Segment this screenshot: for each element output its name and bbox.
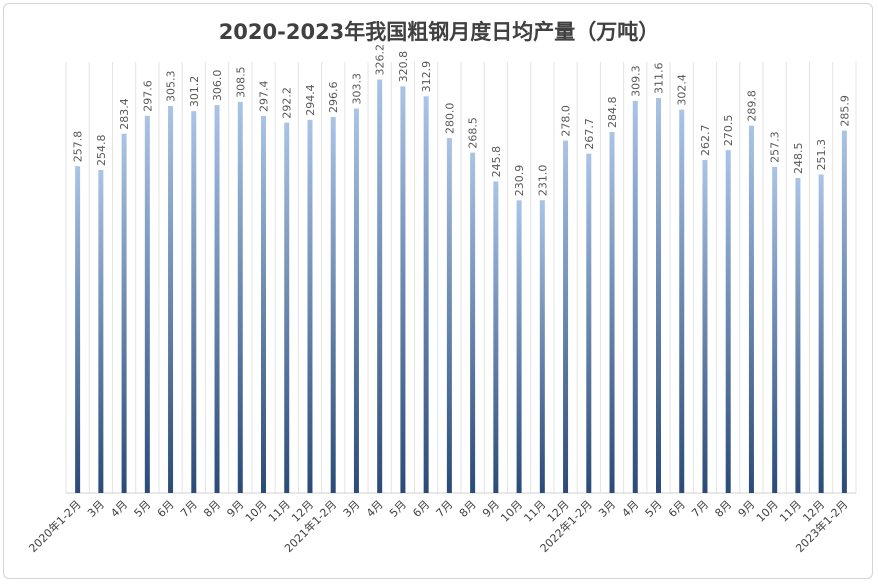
bar	[795, 177, 801, 494]
bar	[284, 122, 290, 493]
bar	[772, 166, 778, 493]
bar	[841, 130, 847, 493]
data-label: 302.4	[676, 74, 689, 106]
bar	[748, 125, 754, 494]
x-tick-label: 5月	[132, 498, 154, 520]
data-label: 296.6	[327, 82, 340, 114]
data-label: 311.6	[653, 63, 666, 95]
data-label: 284.8	[606, 96, 619, 128]
x-tick-label: 4月	[364, 498, 386, 520]
x-tick-labels: 2020年1-2月 3月 4月 5月 6月 7月 8月 9月10月11月12月2021年1-2…	[26, 497, 851, 555]
x-tick-label: 3月	[85, 498, 107, 520]
bar	[353, 108, 359, 493]
bar	[423, 96, 429, 493]
data-label: 320.8	[397, 51, 410, 83]
x-tick-label: 8月	[201, 498, 223, 520]
x-tick-label: 4月	[108, 498, 130, 520]
x-tick-label: 5月	[387, 498, 409, 520]
x-tick-label: 4月	[619, 498, 641, 520]
bar	[656, 98, 661, 494]
bar	[400, 86, 406, 494]
x-tick-label: 7月	[178, 498, 200, 520]
bar	[307, 119, 313, 494]
bar	[98, 170, 104, 493]
data-label: 308.5	[234, 66, 247, 98]
bar	[725, 150, 731, 493]
data-label: 278.0	[560, 105, 573, 137]
bar	[586, 153, 592, 493]
bar	[168, 105, 174, 493]
x-tick-label: 11月	[522, 498, 549, 525]
gridlines	[65, 62, 857, 494]
data-label: 267.7	[583, 118, 596, 150]
x-tick-label: 6月	[155, 498, 177, 520]
data-label: 254.8	[95, 135, 108, 167]
bars	[75, 79, 847, 494]
bar	[75, 166, 81, 493]
bar	[144, 115, 150, 494]
x-tick-label: 3月	[596, 498, 618, 520]
bar	[539, 200, 545, 493]
bar	[377, 79, 383, 493]
data-label: 280.0	[443, 103, 456, 135]
data-label: 262.7	[699, 124, 712, 156]
x-tick-label: 11月	[777, 498, 804, 525]
x-tick-label: 6月	[410, 498, 432, 520]
x-tick-label: 5月	[643, 498, 665, 520]
bar	[516, 200, 522, 493]
bar	[679, 109, 685, 494]
x-tick-label: 7月	[689, 498, 711, 520]
data-label: 294.4	[304, 84, 317, 116]
x-tick-label: 8月	[712, 498, 734, 520]
x-tick-label: 6月	[666, 498, 688, 520]
x-tick-label: 11月	[266, 498, 293, 525]
data-label: 305.3	[165, 70, 178, 102]
x-tick-label: 8月	[457, 498, 479, 520]
data-label: 251.3	[815, 139, 828, 171]
data-label: 230.9	[513, 165, 526, 197]
data-label: 268.5	[467, 117, 480, 149]
chart-title: 2020-2023年我国粗钢月度日均产量（万吨）	[218, 20, 660, 44]
x-tick-label: 10月	[243, 498, 270, 525]
data-label: 283.4	[118, 98, 131, 130]
x-tick-label: 10月	[754, 498, 781, 525]
bar	[470, 152, 476, 493]
data-label: 303.3	[350, 73, 363, 105]
data-label: 297.6	[141, 80, 154, 112]
data-label: 309.3	[629, 65, 642, 97]
data-label: 297.4	[258, 81, 271, 113]
x-tick-label: 3月	[341, 498, 363, 520]
data-label: 257.3	[769, 131, 782, 163]
bar	[191, 111, 197, 494]
x-tick-label: 7月	[434, 498, 456, 520]
data-label: 245.8	[490, 146, 503, 178]
bar	[237, 101, 243, 494]
bar	[632, 100, 638, 494]
bar	[563, 140, 569, 493]
bar	[330, 117, 336, 494]
x-tick-label: 10月	[498, 498, 525, 525]
data-label: 289.8	[745, 90, 758, 122]
x-tick-label: 2020年1-2月	[26, 497, 84, 555]
bar	[261, 116, 266, 493]
data-label: 285.9	[838, 95, 851, 127]
bar	[818, 174, 824, 493]
bar	[609, 131, 615, 493]
data-label: 312.9	[420, 61, 433, 93]
bar	[214, 105, 220, 493]
data-label: 257.8	[72, 131, 85, 163]
data-label: 326.2	[374, 44, 387, 76]
bar	[702, 159, 708, 493]
bar	[121, 133, 127, 493]
data-labels: 257.8 254.8 283.4 297.6 305.3 301.2 306.0 308.5…	[72, 44, 852, 196]
data-label: 292.2	[281, 87, 294, 119]
data-label: 248.5	[792, 142, 805, 174]
data-label: 306.0	[211, 70, 224, 102]
bar	[446, 138, 452, 493]
data-label: 231.0	[536, 165, 549, 197]
data-label: 270.5	[722, 115, 735, 147]
data-label: 301.2	[188, 76, 201, 108]
bar	[493, 181, 499, 493]
